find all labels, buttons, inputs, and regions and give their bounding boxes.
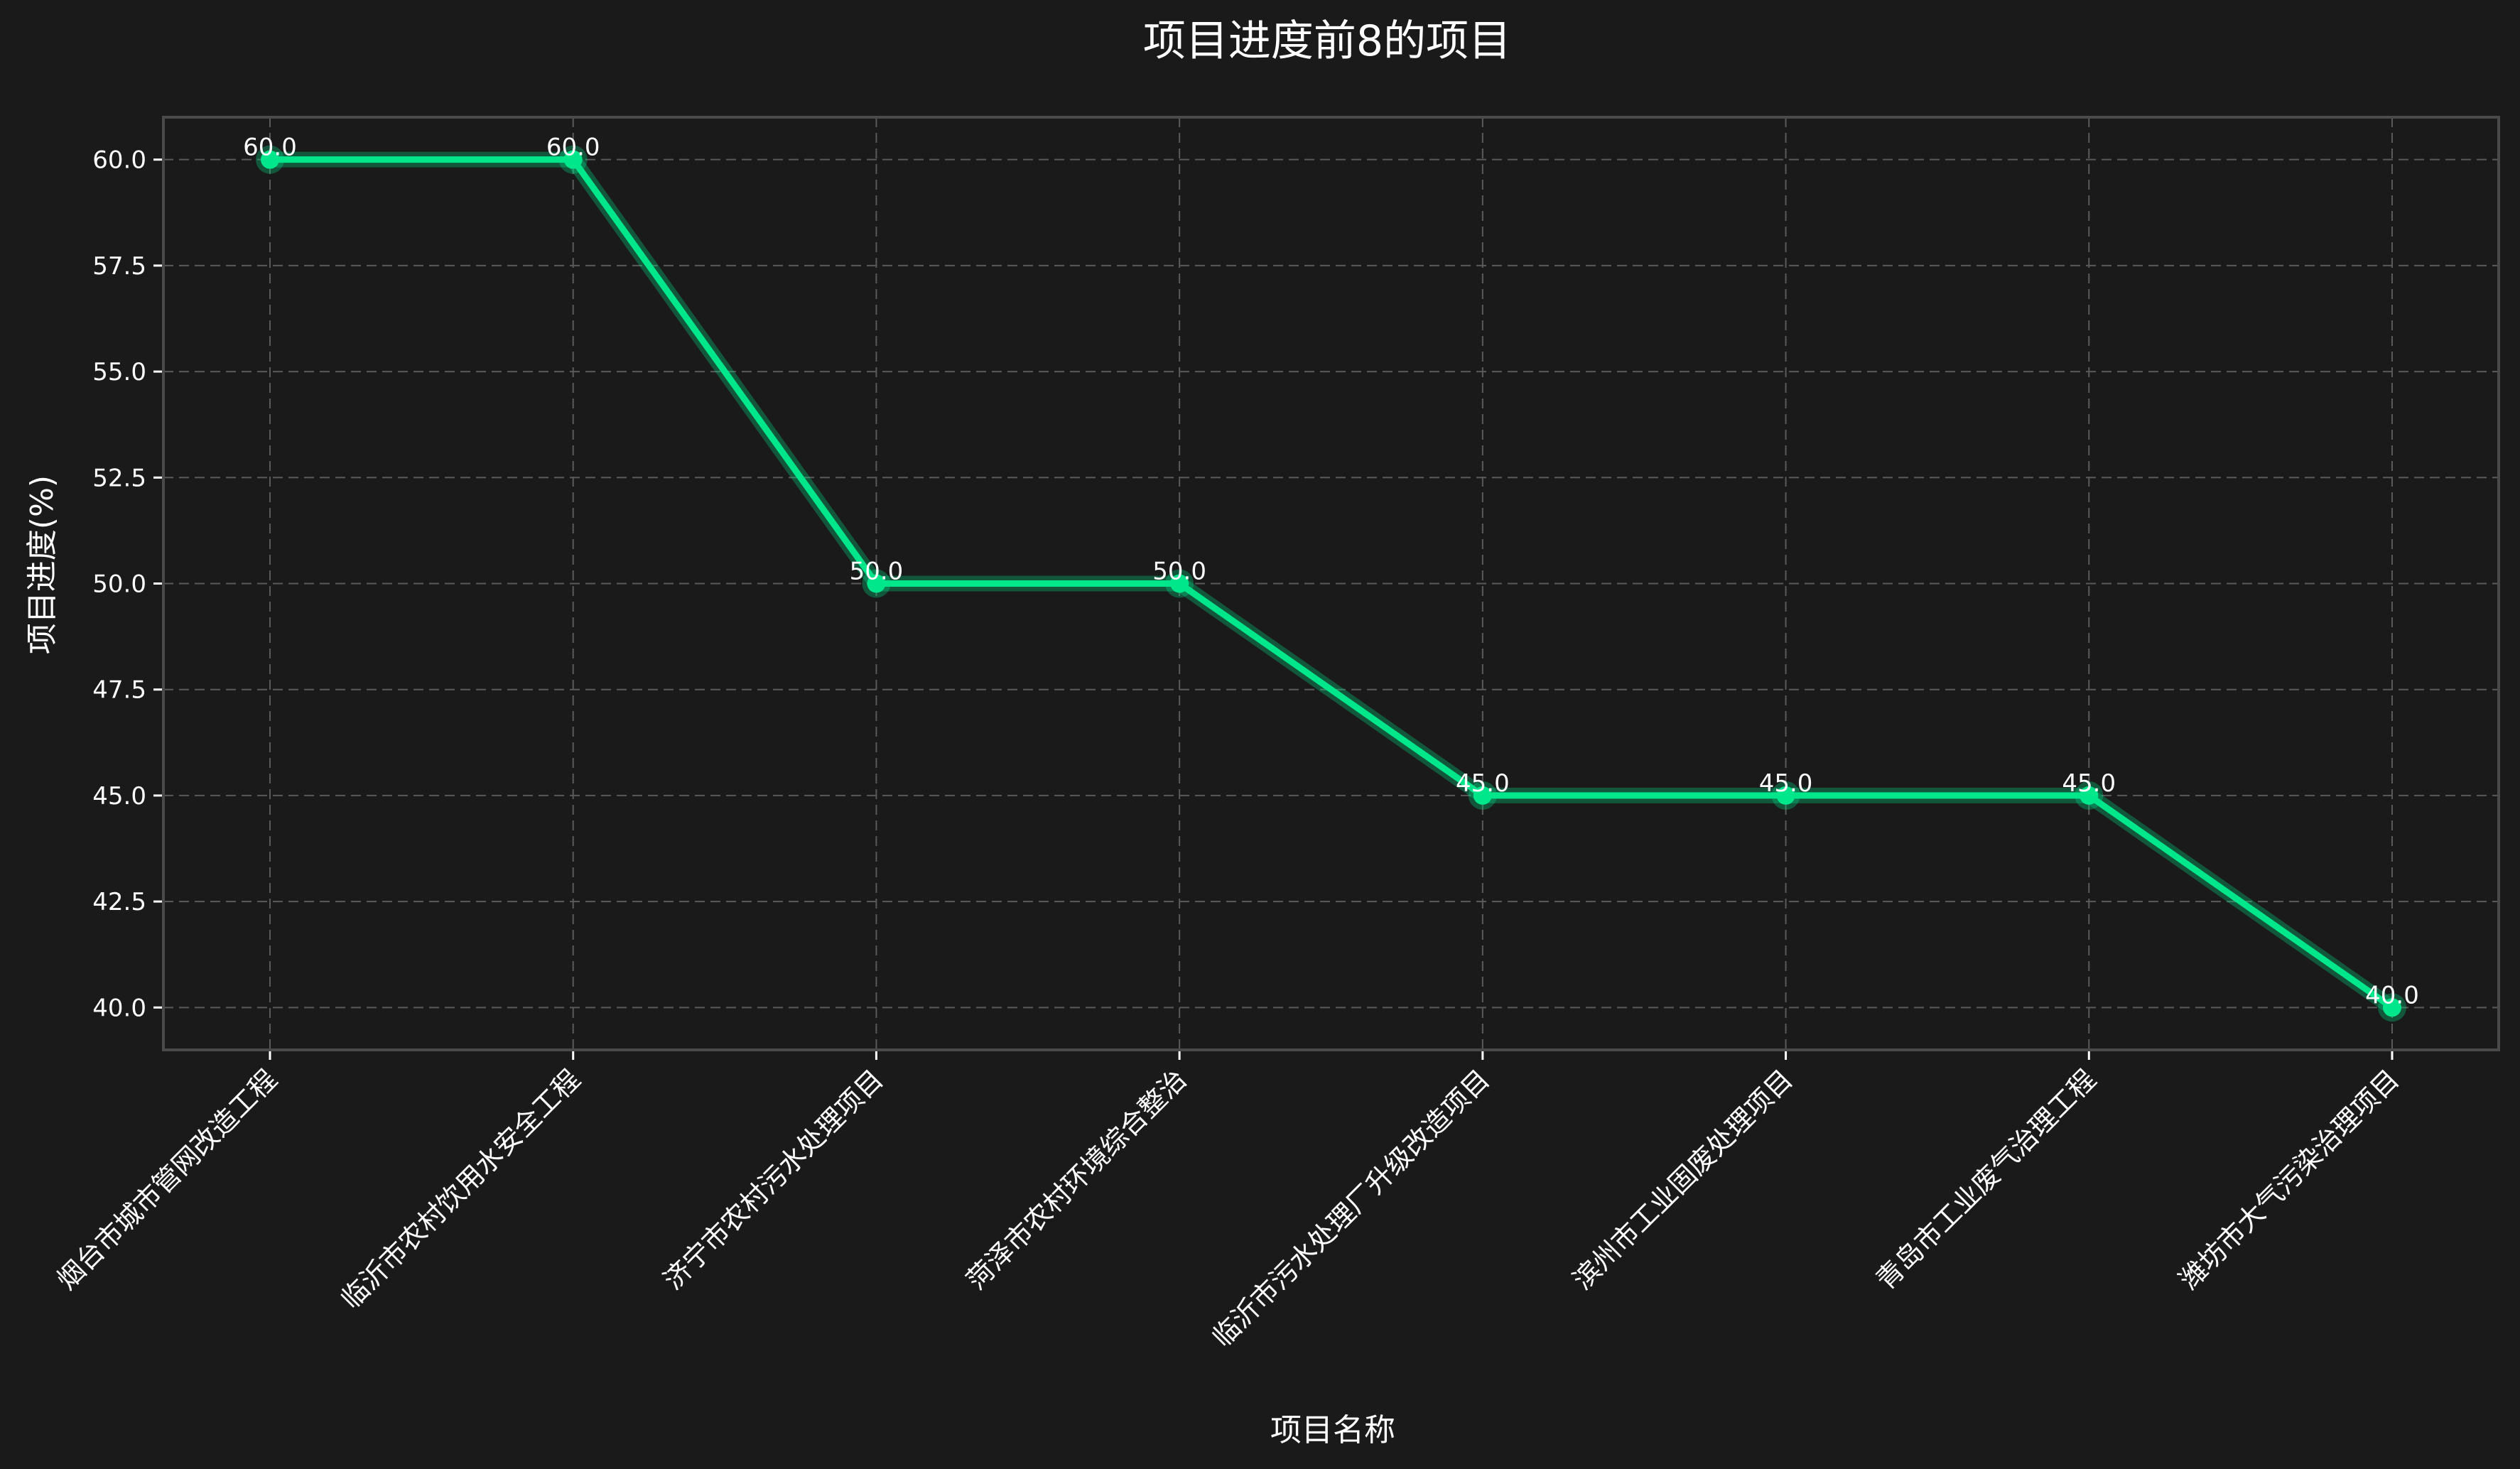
series-layer xyxy=(256,145,2406,1022)
data-label: 45.0 xyxy=(2062,769,2116,798)
y-tick-label: 47.5 xyxy=(92,676,146,705)
y-tick-label: 52.5 xyxy=(92,464,146,492)
label-layer: 60.0 60.0 50.0 50.0 45.0 45.0 45.0 40.0 xyxy=(243,134,2419,1010)
y-tick-label: 40.0 xyxy=(92,994,146,1022)
data-point xyxy=(2383,998,2401,1017)
data-point xyxy=(1170,574,1189,593)
data-point xyxy=(2080,786,2099,805)
x-axis-label: 项目名称 xyxy=(1270,1412,1395,1448)
y-tick-label: 45.0 xyxy=(92,782,146,811)
data-label: 60.0 xyxy=(546,134,600,162)
plot-frame xyxy=(162,116,2500,1051)
data-point xyxy=(563,150,583,169)
y-tick-label: 55.0 xyxy=(92,358,146,386)
data-label: 45.0 xyxy=(1759,769,1813,798)
data-label: 40.0 xyxy=(2365,981,2419,1009)
data-point xyxy=(261,150,279,169)
series-line xyxy=(266,156,2396,1011)
data-label: 50.0 xyxy=(1152,558,1206,586)
data-label: 50.0 xyxy=(850,558,904,586)
y-tick-label: 57.5 xyxy=(92,252,146,281)
y-tick-label: 60.0 xyxy=(92,146,146,175)
data-label: 45.0 xyxy=(1456,769,1510,798)
y-axis-label: 项目进度(%) xyxy=(24,475,60,654)
data-label: 60.0 xyxy=(243,134,297,162)
y-tick-label: 42.5 xyxy=(92,888,146,916)
data-point xyxy=(1473,786,1492,805)
data-point xyxy=(867,574,886,593)
y-tick-label: 50.0 xyxy=(92,570,146,599)
data-point xyxy=(1776,786,1795,805)
chart-title: 项目进度前8的项目 xyxy=(1143,16,1511,66)
grid-layer xyxy=(163,117,2499,1050)
